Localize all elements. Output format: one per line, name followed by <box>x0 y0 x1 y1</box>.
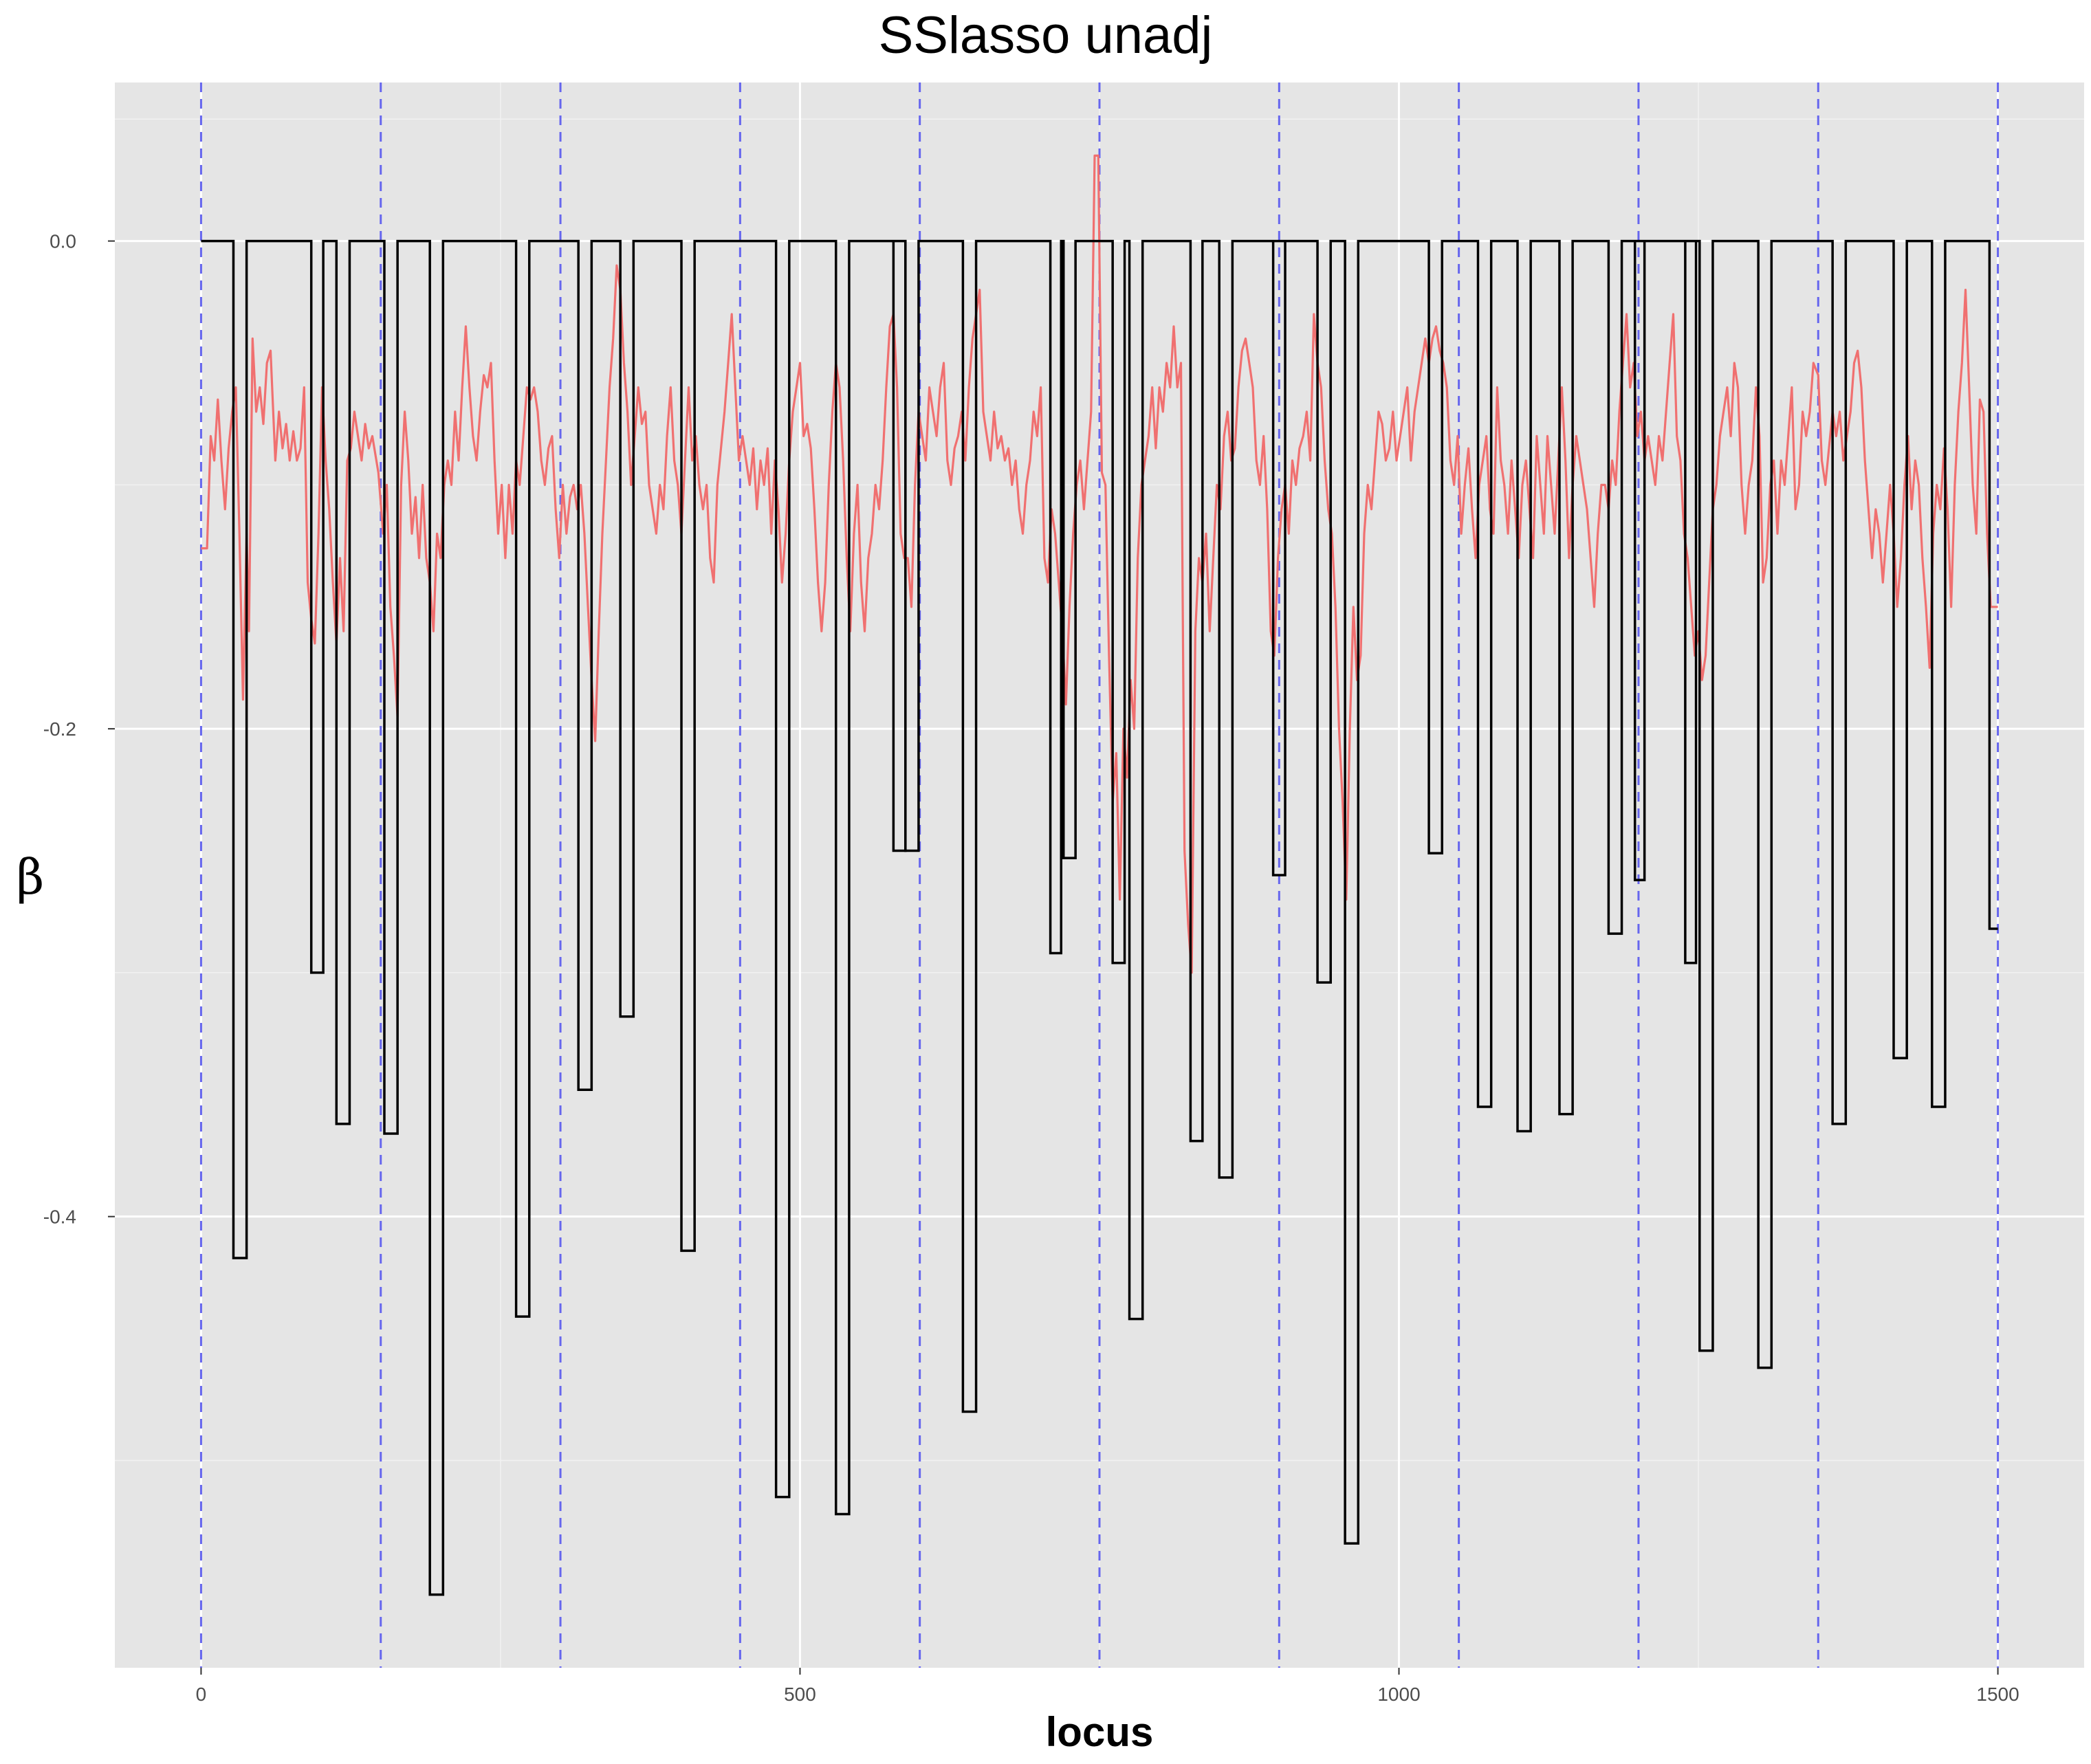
x-tick-label: 0 <box>196 1684 207 1705</box>
y-axis: 0.0 -0.2 -0.4 <box>43 231 115 1228</box>
y-axis-title: β <box>17 849 44 905</box>
chart-title: SSlasso unadj <box>878 6 1213 65</box>
y-tick-label: 0.0 <box>50 231 76 252</box>
series-step-true-beta <box>201 239 1998 1596</box>
x-tick-label: 1500 <box>1976 1684 2019 1705</box>
series-step-pulse <box>1633 241 1646 881</box>
x-tick-label: 500 <box>784 1684 816 1705</box>
reference-vlines <box>199 82 2000 1668</box>
x-axis: 0 500 1000 1500 <box>196 1668 2019 1705</box>
y-tick-label: -0.2 <box>43 718 76 740</box>
data-series <box>201 154 1998 1596</box>
x-tick-label: 1000 <box>1377 1684 1420 1705</box>
series-step-pulse <box>892 241 907 852</box>
y-tick-label: -0.4 <box>43 1206 76 1228</box>
series-step-pulse <box>1684 241 1698 964</box>
x-axis-title: locus <box>1046 1709 1154 1755</box>
series-step-pulse <box>1271 241 1287 877</box>
